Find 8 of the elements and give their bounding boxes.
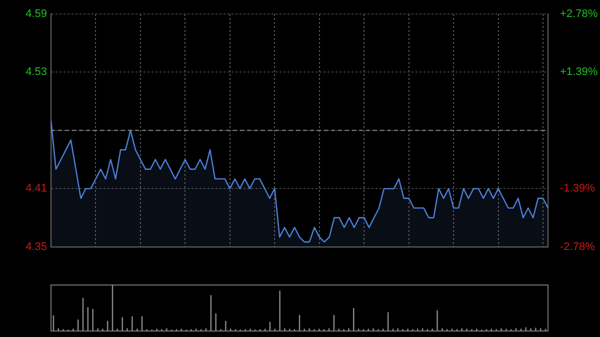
y-tick-label: 4.35 — [26, 240, 47, 253]
y2-tick-label: +2.78% — [560, 8, 598, 20]
y2-tick-label: -2.78% — [560, 240, 596, 253]
y-tick-label: 4.59 — [26, 8, 47, 20]
y-tick-label: 4.53 — [26, 66, 47, 78]
y2-tick-label: +1.39% — [560, 66, 598, 78]
y2-tick-label: -1.39% — [560, 182, 596, 195]
y-tick-label: 4.41 — [26, 182, 47, 195]
